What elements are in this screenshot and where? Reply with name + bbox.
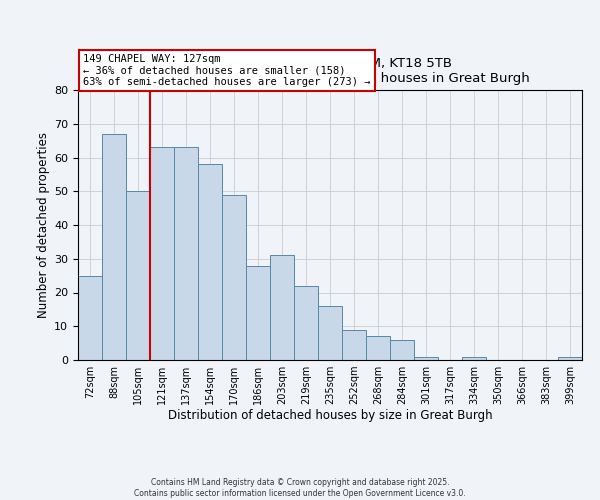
Bar <box>174 148 198 360</box>
Bar <box>198 164 222 360</box>
Bar <box>462 356 486 360</box>
Bar <box>150 148 174 360</box>
Text: 149 CHAPEL WAY: 127sqm
← 36% of detached houses are smaller (158)
63% of semi-de: 149 CHAPEL WAY: 127sqm ← 36% of detached… <box>83 54 371 88</box>
Bar <box>246 266 270 360</box>
X-axis label: Distribution of detached houses by size in Great Burgh: Distribution of detached houses by size … <box>167 408 493 422</box>
Bar <box>318 306 342 360</box>
Bar <box>102 134 126 360</box>
Bar <box>78 276 102 360</box>
Bar <box>558 356 582 360</box>
Bar <box>342 330 366 360</box>
Bar <box>126 191 150 360</box>
Bar <box>270 256 294 360</box>
Bar <box>222 194 246 360</box>
Title: 149, CHAPEL WAY, EPSOM, KT18 5TB
Size of property relative to detached houses in: 149, CHAPEL WAY, EPSOM, KT18 5TB Size of… <box>131 56 529 84</box>
Y-axis label: Number of detached properties: Number of detached properties <box>37 132 50 318</box>
Bar <box>294 286 318 360</box>
Bar <box>390 340 414 360</box>
Text: Contains HM Land Registry data © Crown copyright and database right 2025.
Contai: Contains HM Land Registry data © Crown c… <box>134 478 466 498</box>
Bar <box>366 336 390 360</box>
Bar <box>414 356 438 360</box>
